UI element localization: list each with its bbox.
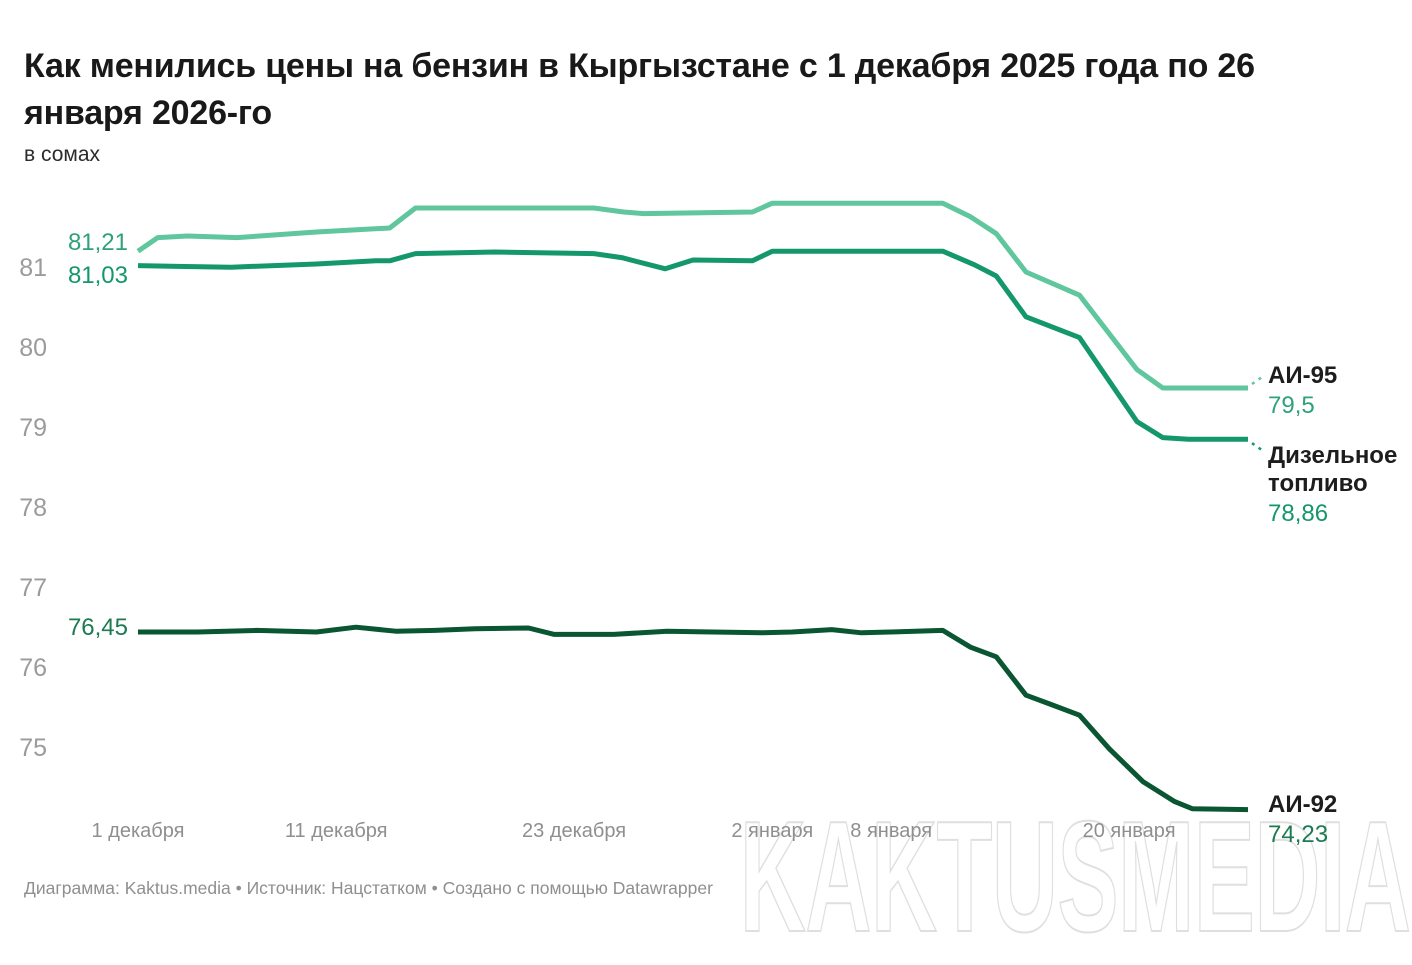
series-label-diesel: Дизельное топливо 78,86 <box>1268 442 1412 528</box>
attribution-line: Диаграмма: Kaktus.media • Источник: Нацс… <box>24 878 713 898</box>
line-chart-canvas <box>136 200 1266 813</box>
kaktusmedia-watermark: KAKTUSMEDIA <box>739 789 1411 965</box>
chart-title: Как менились цены на бензин в Кыргызстан… <box>24 46 1255 133</box>
datawrapper-chart-page: { "header": { "title": "Как менились цен… <box>0 46 1412 957</box>
leader-line-diesel <box>1251 442 1266 454</box>
leader-line-ai95 <box>1251 373 1266 386</box>
end-value-label-ai95: 79,5 <box>1268 392 1315 419</box>
series-label-ai95: АИ-95 79,5 <box>1268 362 1337 420</box>
y-axis-tick-label: 80 <box>19 334 47 362</box>
y-axis-tick-label: 75 <box>19 734 47 762</box>
y-axis-tick-label: 81 <box>19 254 47 282</box>
series-label-ai92: АИ-92 74,23 <box>1268 791 1337 849</box>
start-value-label-ai92: 76,45 <box>67 614 128 641</box>
series-line-ai92 <box>138 624 1249 813</box>
y-axis-tick-label: 79 <box>19 414 47 442</box>
start-value-label-diesel: 81,03 <box>67 262 128 289</box>
y-axis-tick-label: 76 <box>19 654 47 682</box>
series-line-ai95 <box>136 200 1248 391</box>
x-axis-tick-label: 23 декабря <box>522 820 627 842</box>
chart-subtitle: в сомах <box>24 143 101 166</box>
series-name-diesel: Дизельное топливо <box>1268 442 1398 497</box>
x-axis-tick-label: 11 декабря <box>284 820 388 842</box>
series-name-ai95: АИ-95 <box>1268 362 1338 389</box>
x-axis-tick-label: 1 декабря <box>91 820 185 842</box>
start-value-label-ai95: 81,21 <box>67 229 128 256</box>
x-axis-tick-label: 8 января <box>850 820 933 842</box>
end-value-label-ai92: 74,23 <box>1268 821 1329 848</box>
series-line-diesel <box>137 248 1248 442</box>
y-axis-tick-label: 78 <box>19 494 47 522</box>
end-value-label-diesel: 78,86 <box>1268 500 1329 527</box>
x-axis-tick-label: 2 января <box>731 820 814 842</box>
x-axis-tick-label: 20 января <box>1082 820 1176 842</box>
y-axis-tick-label: 77 <box>19 574 47 602</box>
series-name-ai92: АИ-92 <box>1268 791 1338 818</box>
line-chart-area: 81 80 79 78 77 76 75 1 декабря 11 декабря 23 дек… <box>0 180 1412 880</box>
